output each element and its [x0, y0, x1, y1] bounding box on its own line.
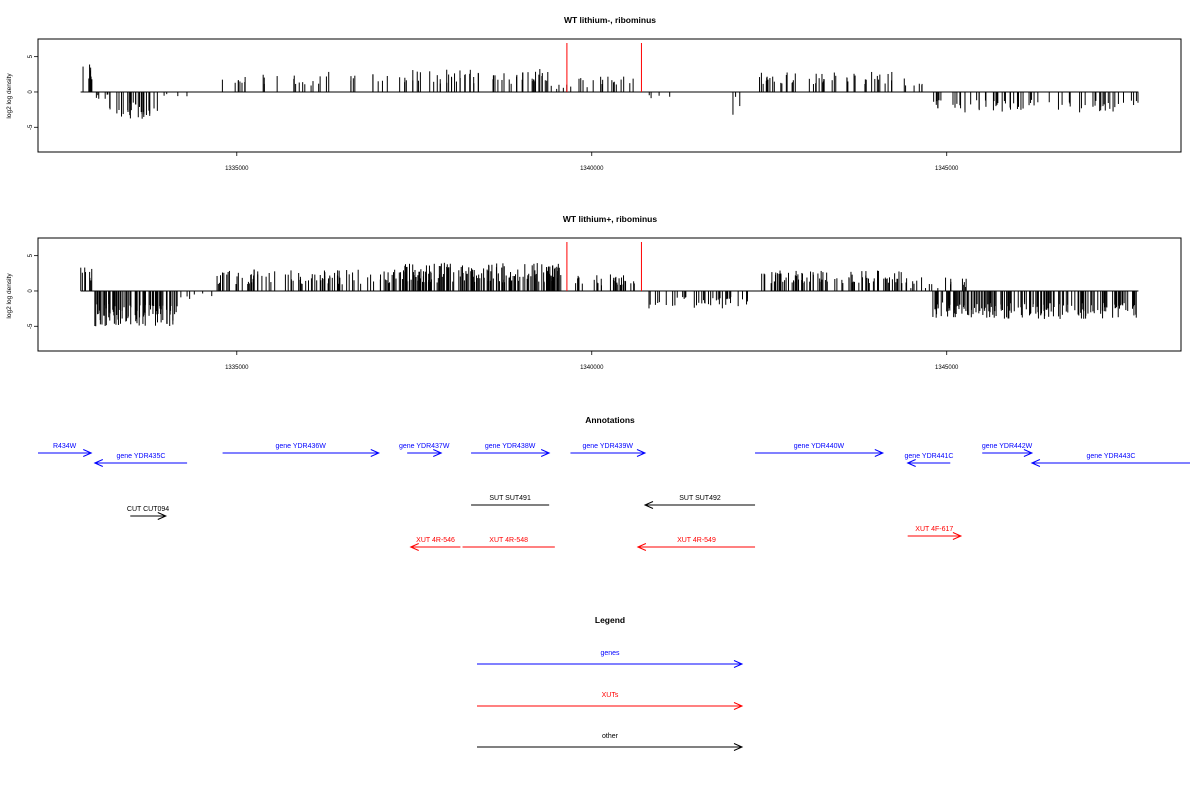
feature-label: SUT SUT491: [489, 495, 531, 502]
feature-label: XUT 4F-617: [915, 526, 953, 533]
panel-title: WT lithium-, ribominus: [564, 15, 656, 25]
y-tick-label: 0: [28, 90, 34, 94]
y-tick-label: -5: [28, 323, 34, 329]
y-tick-label: 0: [28, 289, 34, 293]
feature-label: XUT 4R-548: [489, 537, 528, 544]
feature-label: R434W: [53, 443, 77, 450]
feature-label: gene YDR443C: [1087, 453, 1136, 460]
feature-label: gene YDR439W: [582, 443, 633, 450]
feature-label: XUT 4R-546: [416, 537, 455, 544]
feature-arrow: [643, 501, 756, 509]
x-tick-label: 1340000: [580, 365, 604, 371]
feature-label: gene YDR435C: [116, 453, 165, 460]
feature-label: gene YDR438W: [485, 443, 536, 450]
feature-label: SUT SUT492: [679, 495, 721, 502]
y-axis-label: log2 log density: [6, 73, 13, 119]
y-axis-label: log2 log density: [6, 273, 13, 319]
feature-arrow: [407, 449, 443, 457]
y-tick-label: 5: [28, 253, 34, 257]
feature-arrow: [38, 449, 93, 457]
y-tick-label: -5: [28, 124, 34, 130]
legend-label: genes: [600, 650, 620, 657]
feature-arrow: [755, 449, 885, 457]
feature-label: gene YDR441C: [905, 453, 954, 460]
feature-arrow: [409, 543, 461, 551]
x-tick-label: 1345000: [935, 166, 959, 172]
feature-label: CUT CUT094: [127, 506, 169, 513]
coverage-panel-lithium-minus: WT lithium-, ribominus log2 log density …: [6, 15, 1182, 172]
plot-frame: [37, 237, 1182, 352]
feature-label: XUT 4R-549: [677, 537, 716, 544]
legend-arrow-gene: [477, 660, 744, 668]
annotations-title: Annotations: [585, 415, 635, 425]
feature-arrow: [1030, 459, 1190, 467]
feature-arrow: [636, 543, 756, 551]
y-tick-label: 5: [28, 54, 34, 58]
annotations-track: Annotations R434W gene YDR435C gene YDR436…: [38, 415, 1190, 551]
feature-arrow: [906, 459, 951, 467]
x-tick-label: 1340000: [580, 166, 604, 172]
x-tick-label: 1335000: [225, 166, 249, 172]
legend: Legend genes XUTs other: [477, 615, 744, 751]
feature-label: gene YDR437W: [399, 443, 450, 450]
x-tick-label: 1335000: [225, 365, 249, 371]
feature-arrow: [222, 449, 381, 457]
legend-title: Legend: [595, 615, 625, 625]
x-tick-label: 1345000: [935, 365, 959, 371]
feature-arrow: [471, 449, 551, 457]
feature-label: gene YDR436W: [275, 443, 326, 450]
feature-arrow: [570, 449, 647, 457]
legend-arrow-xut: [477, 702, 744, 710]
feature-arrow: [93, 459, 188, 467]
feature-arrow: [982, 449, 1034, 457]
panel-title: WT lithium+, ribominus: [563, 214, 657, 224]
legend-label: XUTs: [602, 692, 619, 699]
feature-arrow: [130, 512, 168, 520]
feature-arrow: [907, 532, 963, 540]
feature-label: gene YDR440W: [794, 443, 845, 450]
legend-label: other: [602, 733, 619, 740]
plot-frame: [37, 38, 1182, 153]
coverage-panel-lithium-plus: WT lithium+, ribominus log2 log density …: [6, 214, 1182, 371]
feature-label: gene YDR442W: [982, 443, 1033, 450]
legend-arrow-other: [477, 743, 744, 751]
